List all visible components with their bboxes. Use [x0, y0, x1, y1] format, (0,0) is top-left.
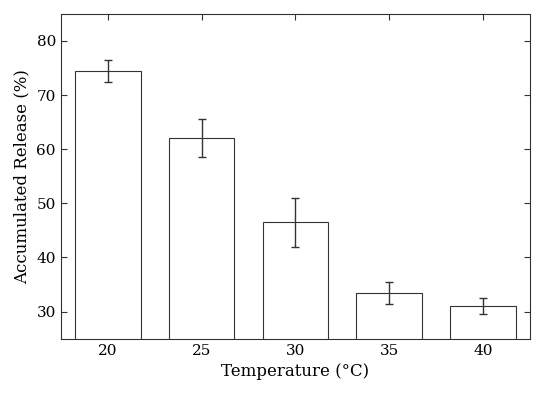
Bar — [169, 138, 234, 394]
Bar — [450, 306, 516, 394]
Bar — [75, 71, 140, 394]
Bar — [356, 293, 422, 394]
Bar — [263, 222, 329, 394]
Y-axis label: Accumulated Release (%): Accumulated Release (%) — [14, 69, 31, 284]
X-axis label: Temperature (°C): Temperature (°C) — [221, 363, 369, 380]
